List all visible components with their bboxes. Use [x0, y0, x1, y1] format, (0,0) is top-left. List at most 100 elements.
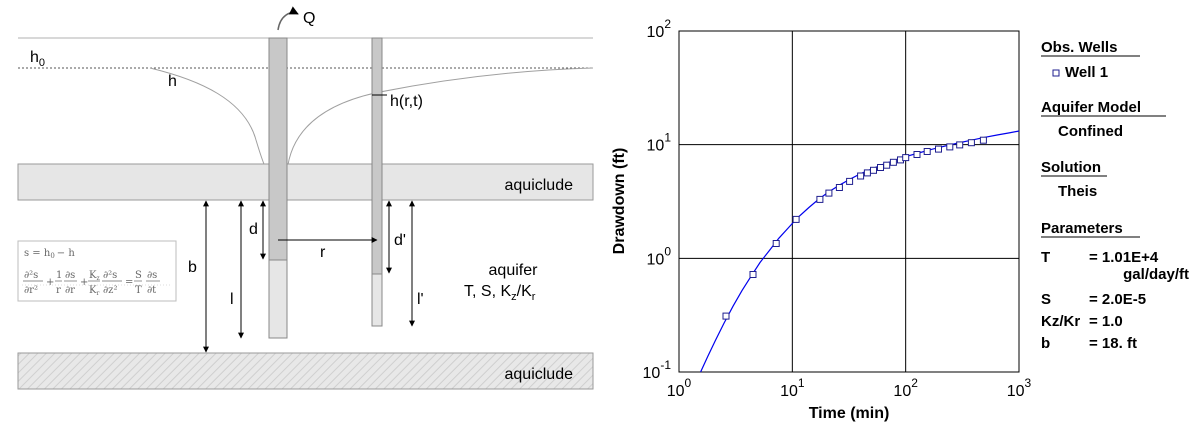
param-s-value: = 2.0E-5 — [1089, 291, 1146, 308]
svg-text:∂²s: ∂²s — [103, 270, 117, 281]
svg-text:∂s: ∂s — [65, 270, 75, 281]
well1-point — [913, 151, 921, 158]
pumping-well-screen — [268, 259, 288, 339]
q-label: Q — [303, 10, 315, 27]
well1-point — [967, 139, 975, 147]
svg-text:∂r: ∂r — [65, 285, 75, 296]
well1-point — [902, 154, 910, 162]
svg-text:1: 1 — [56, 270, 62, 281]
aquiclude-lower-label: aquiclude — [505, 366, 574, 383]
param-kzkr-value: = 1.0 — [1089, 313, 1123, 330]
well1-point — [979, 136, 987, 144]
aquifer-label: aquifer — [489, 262, 539, 279]
observation-well-screen — [371, 273, 383, 327]
well1-point — [772, 240, 780, 247]
well1-point — [946, 143, 954, 151]
svg-text:∂r²: ∂r² — [24, 285, 38, 296]
well1-point — [956, 141, 964, 149]
well1-point — [935, 145, 942, 153]
aquiclude-lower — [17, 352, 594, 390]
param-s-name: S — [1041, 291, 1051, 308]
well1-point — [883, 161, 891, 169]
well1-point — [863, 169, 871, 177]
pumping-well-casing — [268, 37, 288, 261]
well1-data-points — [722, 136, 987, 320]
hrt-label: h(r,t) — [390, 93, 423, 110]
y-axis-label: Drawdown (ft) — [611, 148, 628, 255]
well1-point — [749, 271, 757, 278]
discharge-arrow — [277, 6, 299, 31]
aquiclude-upper — [17, 163, 594, 201]
aquifer-params-label: T, S, Kz/Kr — [464, 283, 536, 303]
well1-point — [870, 166, 877, 174]
well1-point — [792, 215, 800, 223]
y-tick-label: 101 — [647, 131, 672, 155]
y-tick-label: 100 — [647, 244, 672, 268]
well1-point — [857, 172, 865, 180]
svg-text:=: = — [125, 277, 133, 288]
h0-label: h0 — [30, 49, 45, 69]
chart-grid — [679, 31, 1019, 372]
well1-point — [835, 184, 843, 191]
l-label: l — [230, 291, 234, 308]
legend-parameters-title: Parameters — [1041, 220, 1123, 237]
svg-text:Kr: Kr — [89, 285, 99, 297]
b-label: b — [188, 259, 197, 276]
svg-text:+: + — [80, 277, 88, 288]
well1-point — [825, 189, 833, 197]
equation-drawdown: s = h0− h — [24, 248, 75, 260]
x-tick-label: 103 — [1007, 376, 1032, 400]
drawdown-cone-right — [286, 67, 594, 173]
svg-text:r: r — [56, 285, 61, 296]
aquifer-schematic: h0 h aquiclude aquiclude Q h(r,t) b l d — [17, 6, 594, 390]
x-tick-label: 102 — [893, 376, 918, 400]
svg-text:Kz: Kz — [89, 270, 100, 282]
r-label: r — [320, 244, 326, 261]
svg-text:T: T — [135, 285, 142, 296]
plot-area — [678, 30, 1020, 373]
y-tick-label: 10-1 — [643, 358, 672, 382]
svg-text:∂t: ∂t — [147, 285, 156, 296]
lprime-label: l' — [417, 291, 424, 308]
svg-text:∂s: ∂s — [147, 270, 157, 281]
param-t-unit: gal/day/ft — [1123, 266, 1189, 283]
svg-text:S: S — [135, 270, 142, 281]
param-t-name: T — [1041, 249, 1050, 266]
legend-solution-title: Solution — [1041, 159, 1101, 176]
dprime-label: d' — [394, 232, 406, 249]
legend-obs-wells-title: Obs. Wells — [1041, 39, 1117, 56]
observation-well-casing — [371, 37, 383, 275]
equation-governing: ∂²s ∂r² + 1 r ∂s ∂r + Kz Kr ∂²s ∂z² = S … — [22, 270, 172, 297]
well1-point — [846, 177, 854, 185]
legend-aquifer-model-title: Aquifer Model — [1041, 99, 1141, 116]
svg-text:∂z²: ∂z² — [103, 285, 117, 296]
param-kzkr-name: Kz/Kr — [1041, 313, 1080, 330]
y-axis-ticks: 10-1 100 101 102 — [643, 17, 672, 382]
well1-point — [889, 158, 897, 166]
legend-aquifer-model-value: Confined — [1058, 123, 1123, 140]
well1-point — [816, 195, 824, 203]
legend-well1-label: Well 1 — [1065, 64, 1108, 81]
equation-box — [17, 240, 177, 302]
chart-legend: Obs. Wells Well 1 Aquifer Model Confined… — [1041, 39, 1189, 352]
x-tick-label: 100 — [667, 376, 692, 400]
legend-well1-marker — [1052, 69, 1060, 77]
h-label: h — [168, 73, 177, 90]
x-axis-ticks: 100 101 102 103 — [667, 376, 1032, 400]
d-label: d — [249, 221, 258, 238]
x-tick-label: 101 — [780, 376, 805, 400]
x-axis-label: Time (min) — [809, 405, 890, 422]
svg-text:∂²s: ∂²s — [24, 270, 38, 281]
param-b-value: = 18. ft — [1089, 335, 1137, 352]
well1-point — [722, 312, 730, 320]
legend-solution-value: Theis — [1058, 183, 1097, 200]
param-t-value: = 1.01E+4 — [1089, 249, 1159, 266]
well1-point — [923, 148, 931, 155]
well1-point — [877, 164, 884, 171]
aquiclude-upper-label: aquiclude — [505, 177, 574, 194]
param-b-name: b — [1041, 335, 1050, 352]
svg-text:+: + — [46, 277, 54, 288]
y-tick-label: 102 — [647, 17, 672, 41]
